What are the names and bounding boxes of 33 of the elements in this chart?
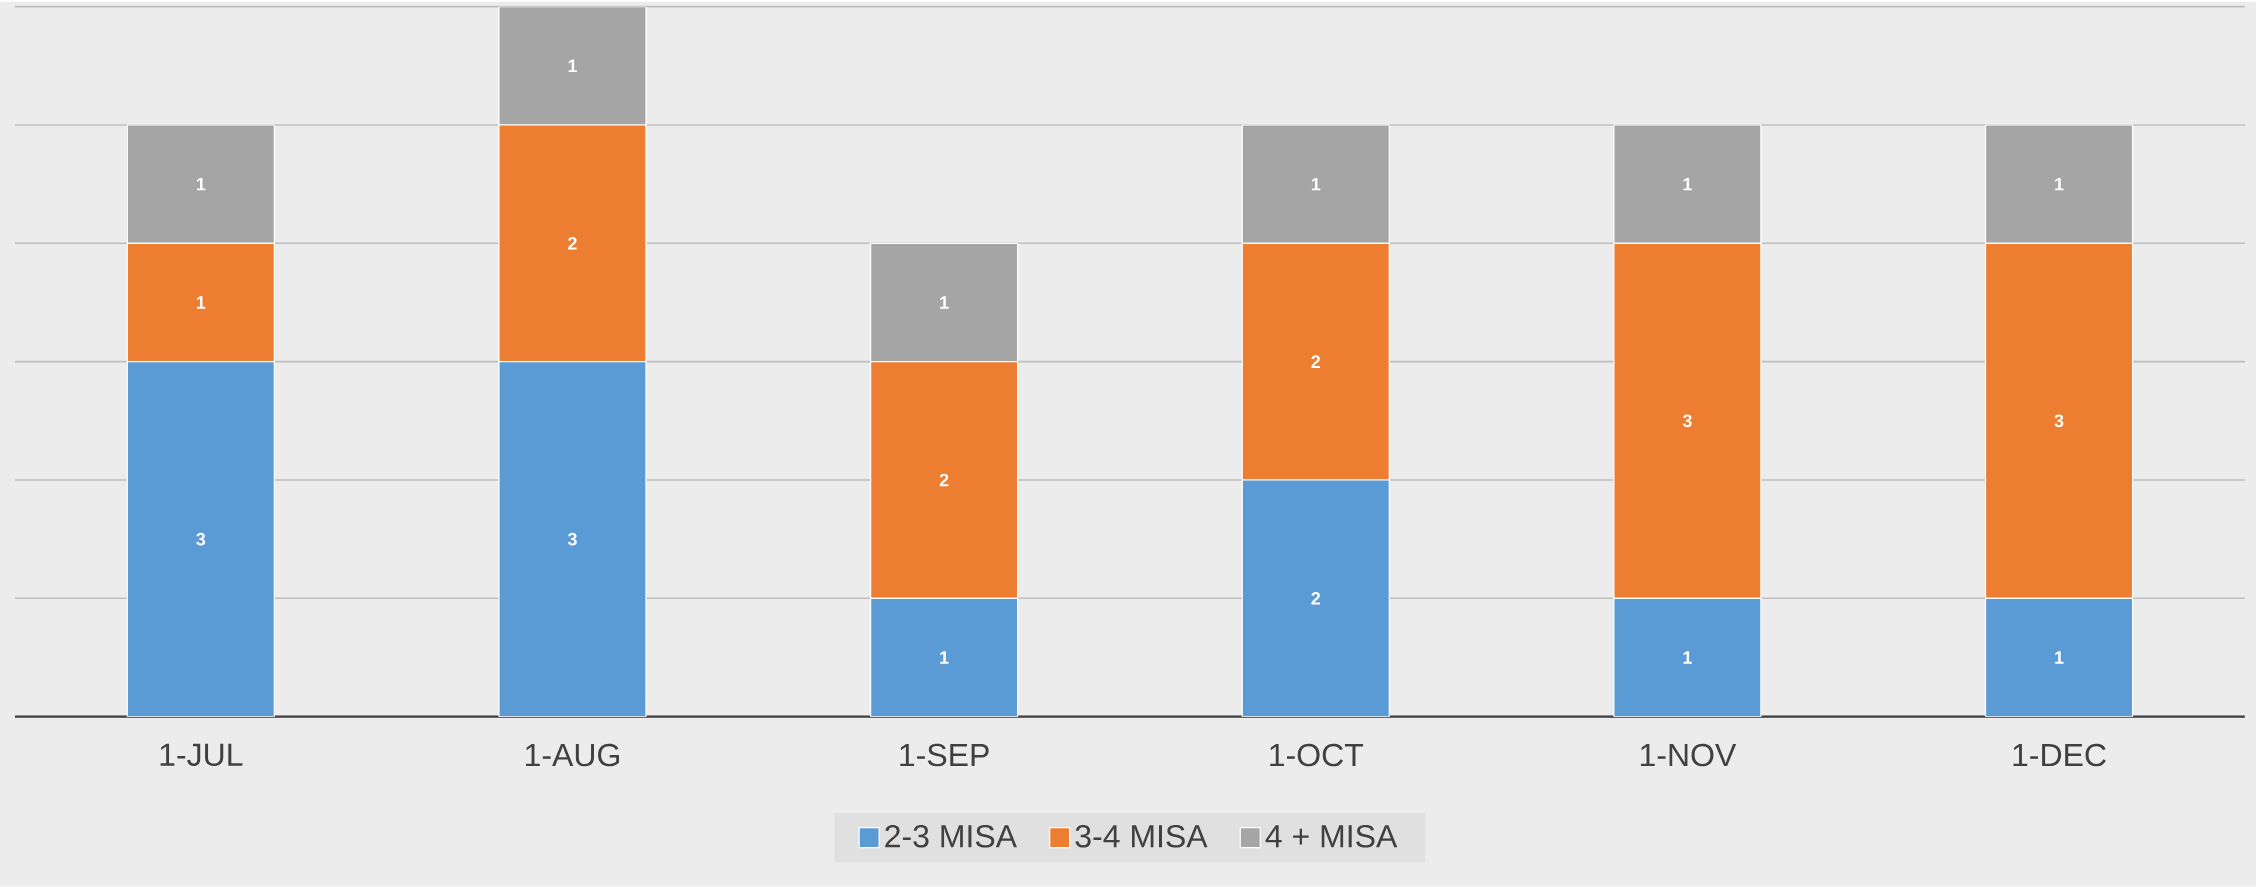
data-label: 3 xyxy=(196,532,206,546)
data-label: 3 xyxy=(567,532,577,546)
data-label: 3 xyxy=(2054,414,2064,428)
data-label: 1 xyxy=(196,178,206,191)
data-label: 1 xyxy=(940,651,949,664)
x-tick-label: 1-JUL xyxy=(160,743,243,767)
data-label: 1 xyxy=(940,296,949,309)
data-label: 1 xyxy=(1683,651,1692,664)
legend-label: 4 + MISA xyxy=(1265,825,1398,848)
x-tick-label: 1-OCT xyxy=(1270,743,1364,767)
data-label: 1 xyxy=(2055,651,2064,664)
data-label: 1 xyxy=(2055,178,2064,191)
data-label: 2 xyxy=(568,237,577,250)
data-label: 1 xyxy=(568,59,577,73)
data-label: 2 xyxy=(1311,355,1321,369)
data-label: 1 xyxy=(196,296,206,309)
legend-label: 2-3 MISA xyxy=(885,825,1017,848)
legend-label: 3-4 MISA xyxy=(1075,825,1208,848)
bar xyxy=(870,597,1019,717)
data-label: 1 xyxy=(1311,178,1321,191)
x-tick-label: 1-NOV xyxy=(1640,743,1737,767)
bar xyxy=(126,361,275,717)
x-tick-label: 1-AUG xyxy=(526,743,619,767)
bar xyxy=(1241,479,1390,717)
data-label: 1 xyxy=(1683,178,1692,191)
bar xyxy=(1984,597,2134,717)
data-label: 2 xyxy=(1311,592,1321,605)
bar xyxy=(1613,597,1762,717)
x-tick-label: 1-SEP xyxy=(900,743,989,767)
data-label: 3 xyxy=(1682,414,1692,428)
x-tick-label: 1-DEC xyxy=(2013,743,2106,767)
data-label: 2 xyxy=(939,473,949,487)
bar xyxy=(498,361,647,717)
